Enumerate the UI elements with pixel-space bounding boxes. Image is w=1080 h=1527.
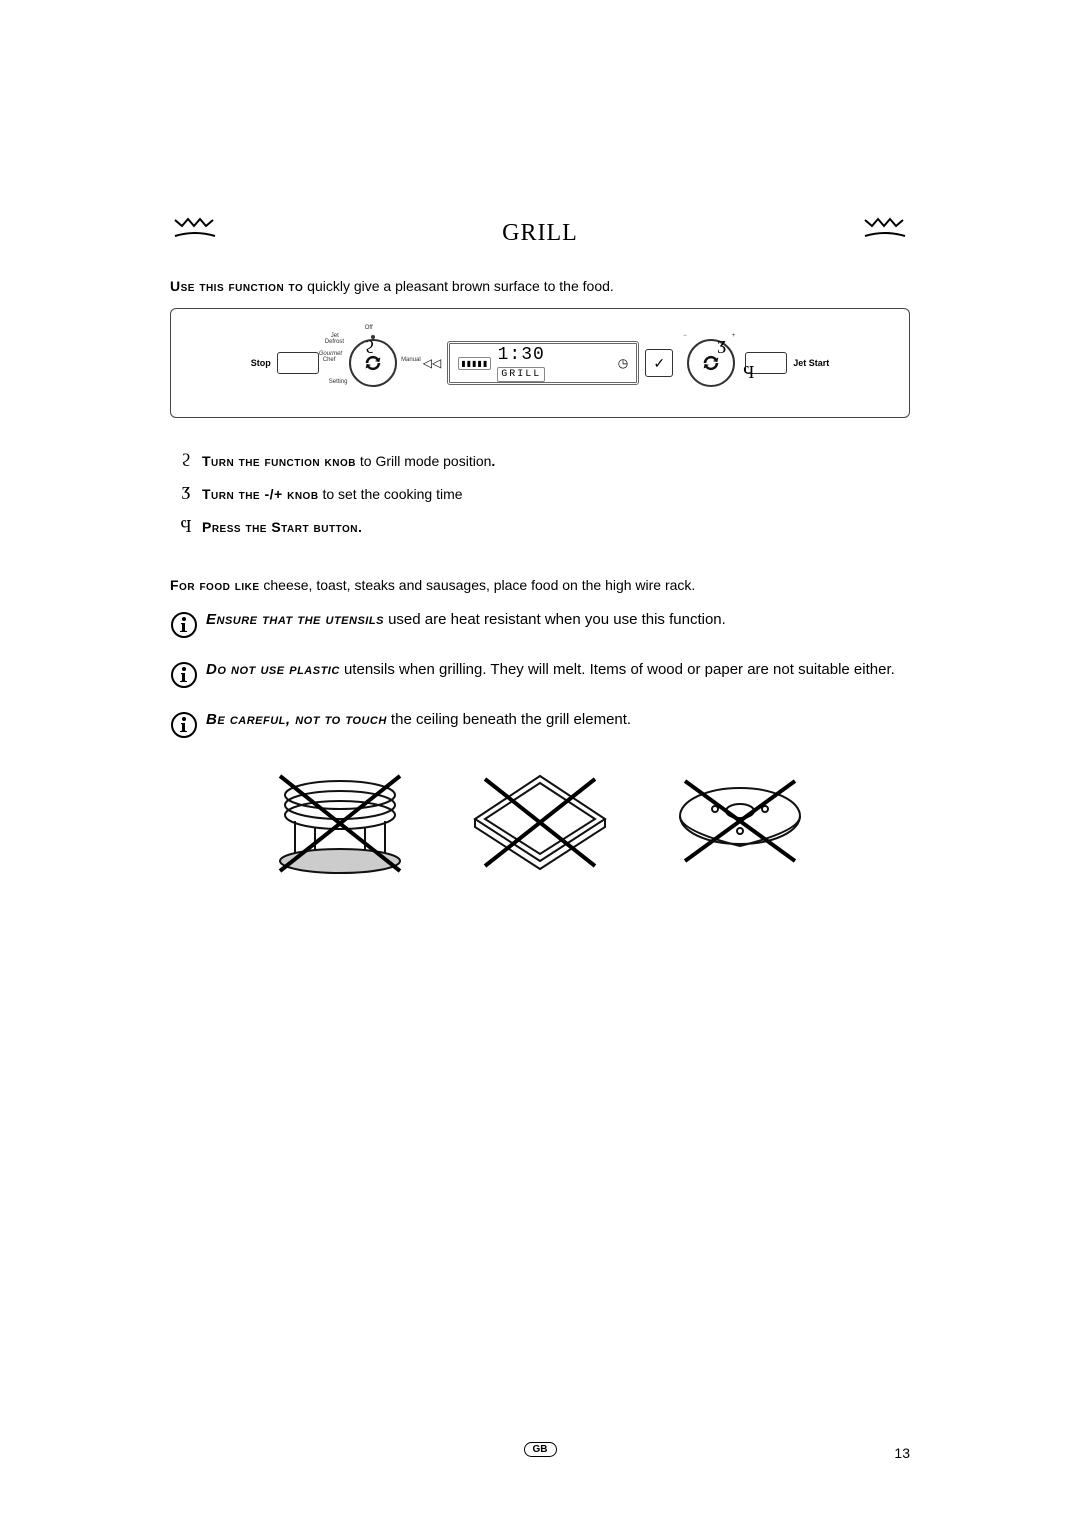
control-panel-diagram: Stop Off Jet Defrost Gourmet Chef Settin… <box>170 308 910 418</box>
knob-label-setting: Setting <box>329 379 348 385</box>
intro-text: Use this function to quickly give a plea… <box>170 278 910 294</box>
callout-3: Ϥ <box>743 362 754 396</box>
stop-button[interactable] <box>277 352 319 374</box>
lcd-display: ▮▮▮▮▮ 1:30 GRILL ◷ <box>447 341 639 385</box>
illustration-row <box>170 761 910 881</box>
step-icon: ϩ <box>170 450 202 471</box>
adjust-knob[interactable] <box>687 339 735 387</box>
info-row: Be careful, not to touch the ceiling ben… <box>170 711 910 739</box>
plus-label: + <box>732 333 736 339</box>
info-icon <box>170 711 198 739</box>
knob-label-defrost: Defrost <box>325 339 344 345</box>
page-title: GRILL <box>170 220 910 247</box>
info-row: Do not use plastic utensils when grillin… <box>170 661 910 689</box>
back-icon[interactable]: ◁◁ <box>423 356 441 370</box>
list-item: ϩ Turn the function knob to Grill mode p… <box>170 450 910 471</box>
intro-smallcaps: Use this function to <box>170 278 303 294</box>
adjust-knob-group: − + Ӡ <box>679 327 739 399</box>
display-mode: GRILL <box>497 367 545 382</box>
display-time: 1:30 <box>498 345 545 365</box>
callout-2: Ӡ <box>717 337 726 413</box>
step-text: Press the Start button. <box>202 519 362 535</box>
info-text: Be careful, not to touch the ceiling ben… <box>206 711 631 728</box>
turntable-illustration <box>665 761 815 881</box>
knob-label-off: Off <box>365 325 373 331</box>
info-row: Ensure that the utensils used are heat r… <box>170 611 910 639</box>
step-list: ϩ Turn the function knob to Grill mode p… <box>170 450 910 537</box>
note-smallcaps: For food like <box>170 577 260 593</box>
stop-label: Stop <box>251 358 271 368</box>
list-item: Ӡ Turn the -/+ knob to set the cooking t… <box>170 483 910 504</box>
food-note: For food like cheese, toast, steaks and … <box>170 577 910 593</box>
header-mark-right <box>860 216 910 240</box>
footer: GB <box>0 1442 1080 1457</box>
info-icon <box>170 661 198 689</box>
jet-start-label: Jet Start <box>793 358 829 368</box>
step-icon: Ӡ <box>170 483 202 504</box>
function-knob-group: Off Jet Defrost Gourmet Chef Setting Man… <box>325 327 417 399</box>
info-text: Do not use plastic utensils when grillin… <box>206 661 895 678</box>
info-text: Ensure that the utensils used are heat r… <box>206 611 726 628</box>
list-item: Ϥ Press the Start button. <box>170 516 910 537</box>
minus-label: − <box>683 333 687 339</box>
page-number: 13 <box>894 1445 910 1461</box>
tray-illustration <box>465 761 615 881</box>
ok-button[interactable]: ✓ <box>645 349 673 377</box>
clock-icon: ◷ <box>618 356 628 370</box>
intro-rest: quickly give a pleasant brown surface to… <box>303 278 614 294</box>
title-row: GRILL <box>170 220 910 260</box>
note-rest: cheese, toast, steaks and sausages, plac… <box>260 577 696 593</box>
header-mark-left <box>170 216 220 240</box>
callout-1: ϩ <box>365 337 375 413</box>
rack-illustration <box>265 761 415 881</box>
step-icon: Ϥ <box>170 516 202 537</box>
display-power-bars: ▮▮▮▮▮ <box>458 357 491 370</box>
knob-label-chef: Chef <box>323 357 336 363</box>
step-text: Turn the function knob to Grill mode pos… <box>202 453 496 469</box>
info-icon <box>170 611 198 639</box>
step-text: Turn the -/+ knob to set the cooking tim… <box>202 486 463 502</box>
country-code: GB <box>524 1442 557 1457</box>
check-icon: ✓ <box>653 355 665 372</box>
knob-label-manual: Manual <box>401 357 421 363</box>
